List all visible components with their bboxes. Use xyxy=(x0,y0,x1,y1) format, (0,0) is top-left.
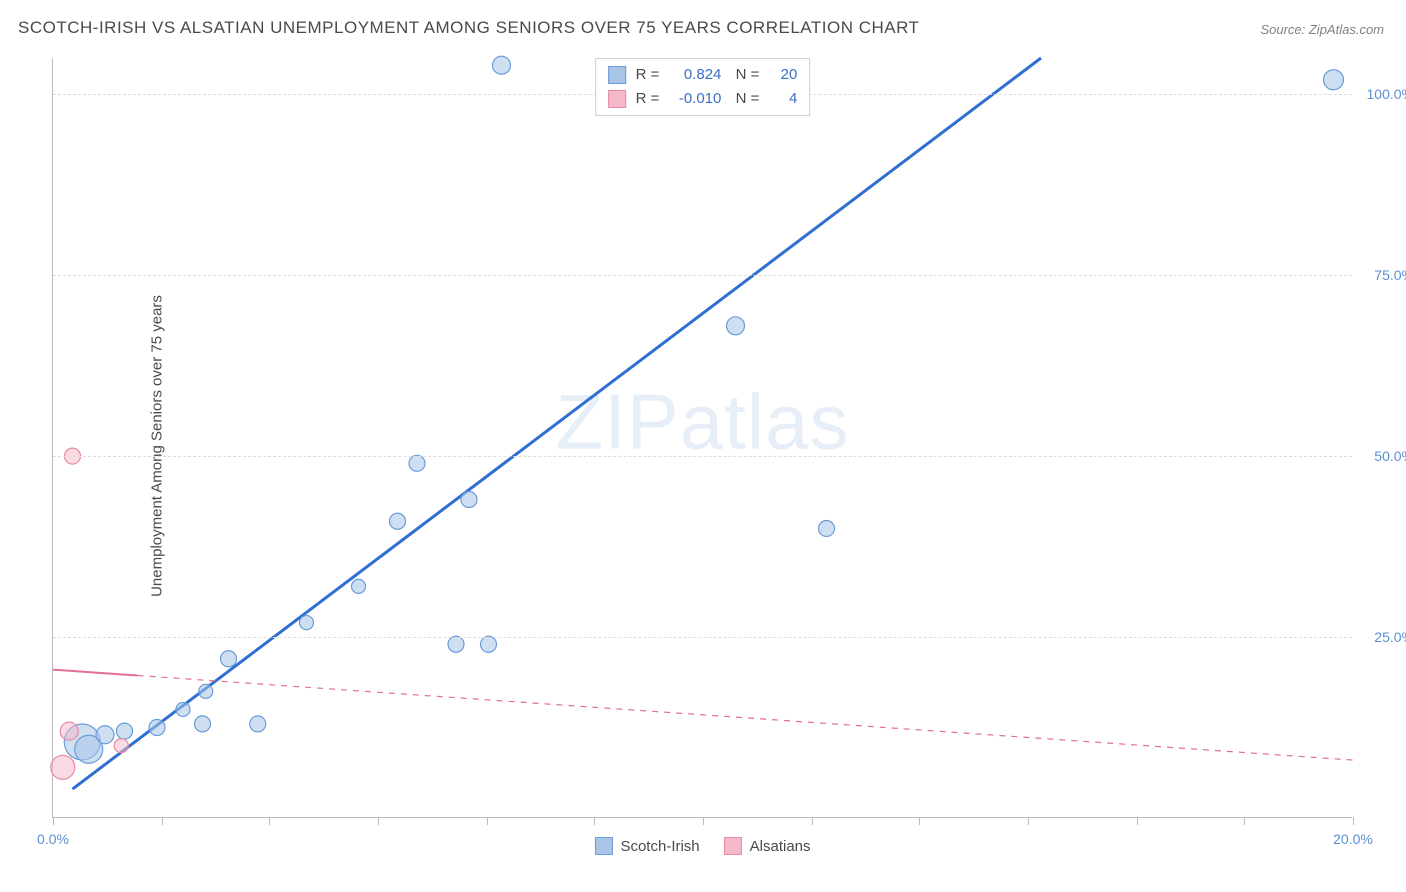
legend-r-label: R = xyxy=(636,87,660,111)
legend-row-scotch-irish: R = 0.824 N = 20 xyxy=(608,63,798,87)
legend-r-value: -0.010 xyxy=(669,87,721,111)
chart-title: SCOTCH-IRISH VS ALSATIAN UNEMPLOYMENT AM… xyxy=(18,18,919,38)
gridline xyxy=(53,456,1352,457)
legend-swatch-icon xyxy=(724,837,742,855)
series-legend: Scotch-Irish Alsatians xyxy=(594,837,810,855)
gridline xyxy=(53,275,1352,276)
x-tick xyxy=(1244,817,1245,825)
x-tick-label: 20.0% xyxy=(1333,831,1373,847)
legend-swatch-alsatians xyxy=(608,90,626,108)
legend-n-value: 4 xyxy=(769,87,797,111)
x-tick-label: 0.0% xyxy=(37,831,69,847)
legend-swatch-scotch-irish xyxy=(608,66,626,84)
y-tick-label: 25.0% xyxy=(1360,629,1406,645)
legend-item-label: Scotch-Irish xyxy=(620,838,699,855)
x-tick xyxy=(1353,817,1354,825)
x-tick xyxy=(812,817,813,825)
gridline xyxy=(53,637,1352,638)
legend-row-alsatians: R = -0.010 N = 4 xyxy=(608,87,798,111)
y-tick-label: 50.0% xyxy=(1360,448,1406,464)
x-tick xyxy=(487,817,488,825)
plot-svg xyxy=(53,58,1352,817)
x-tick xyxy=(1028,817,1029,825)
x-tick xyxy=(269,817,270,825)
x-tick xyxy=(594,817,595,825)
correlation-legend: R = 0.824 N = 20 R = -0.010 N = 4 xyxy=(595,58,811,116)
y-tick-label: 100.0% xyxy=(1360,86,1406,102)
x-tick xyxy=(162,817,163,825)
x-tick xyxy=(53,817,54,825)
legend-n-label: N = xyxy=(731,63,759,87)
legend-item-scotch-irish: Scotch-Irish xyxy=(594,837,699,855)
legend-swatch-icon xyxy=(594,837,612,855)
x-tick xyxy=(703,817,704,825)
x-tick xyxy=(1137,817,1138,825)
legend-r-label: R = xyxy=(636,63,660,87)
source-label: Source: ZipAtlas.com xyxy=(1260,22,1384,37)
legend-item-alsatians: Alsatians xyxy=(724,837,811,855)
x-tick xyxy=(378,817,379,825)
plot-area: ZIPatlas R = 0.824 N = 20 R = -0.010 N =… xyxy=(52,58,1352,818)
y-tick-label: 75.0% xyxy=(1360,267,1406,283)
legend-r-value: 0.824 xyxy=(669,63,721,87)
x-tick xyxy=(919,817,920,825)
legend-item-label: Alsatians xyxy=(750,838,811,855)
legend-n-label: N = xyxy=(731,87,759,111)
legend-n-value: 20 xyxy=(769,63,797,87)
